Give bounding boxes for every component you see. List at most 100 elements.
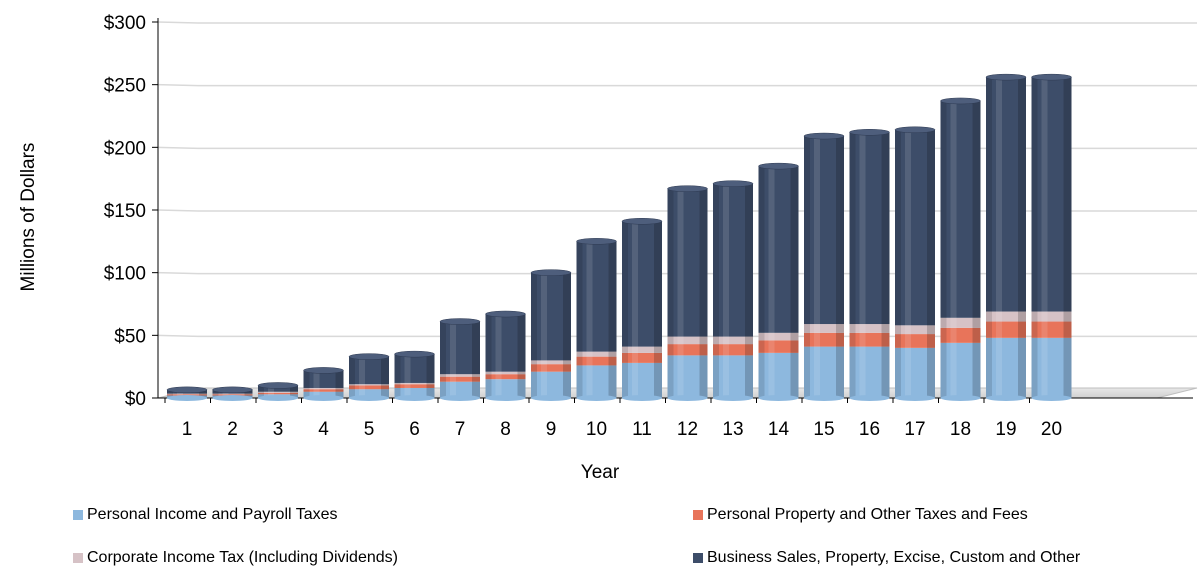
x-tick-label: 7 [455,419,466,440]
bar-highlight [632,221,638,398]
y-tick-label: $250 [104,76,146,97]
bar-segment [895,334,935,348]
bar-segment [1031,321,1072,338]
bar-segment [940,317,981,328]
bar-segment [804,332,844,347]
x-tick-label: 20 [1041,419,1062,440]
bar-cap [530,269,572,276]
bar-cap [576,238,617,245]
bar-shade-right [608,241,617,398]
bar-cap [712,180,754,187]
bar-stack [212,386,253,401]
bar-segment [531,364,571,372]
bar-cap [166,386,208,394]
bar-segment [258,392,298,395]
bar-cap [212,386,253,394]
bar-shade-left [485,314,492,398]
bar-segment [713,344,753,356]
bar-cap [348,353,390,360]
bar-shade-right [244,389,253,398]
bar-segment [940,100,981,318]
bar-cap [849,129,890,136]
bar-base [349,395,389,401]
bar-segment [394,387,435,398]
bar-shade-left [440,321,446,398]
bar-segment [804,324,844,333]
x-tick-label: 17 [904,419,925,440]
x-tick-label: 1 [182,419,193,440]
bar-segment [895,129,935,326]
bar-highlight [814,136,820,398]
bar-highlight [723,183,729,398]
bars [166,73,1072,401]
bar-shade-left [895,129,901,398]
bar-shade-left [667,188,674,398]
bar-segment [667,344,708,356]
bar-segment [622,346,662,353]
bar-segment [713,355,753,398]
bar-shade-left [758,166,765,398]
bar-shade-right [472,321,480,398]
bar-base [622,395,662,401]
bar-segment [394,382,435,385]
bar-shade-right [563,272,571,398]
bar-segment [394,354,435,383]
bar-segment [303,370,344,388]
bar-highlight [495,314,502,398]
bar-segment [986,337,1026,398]
bar-base [849,395,890,401]
bar-segment [349,385,389,390]
x-tick-label: 9 [546,419,557,440]
bar-segment [849,346,890,398]
bar-segment [258,391,298,393]
bar-base [986,395,1026,401]
x-tick-label: 6 [409,419,420,440]
bar-segment [303,391,344,398]
bar-shade-left [258,385,264,398]
bar-segment [440,381,480,398]
bar-cap [803,132,845,140]
bar-highlight [268,385,274,398]
bar-shade-right [517,314,526,398]
bar-shade-right [972,100,981,399]
bar-cap [940,97,981,105]
bar-segment [849,132,890,325]
bar-segment [531,371,571,398]
bar-cap [758,162,799,170]
bar-shade-right [381,356,389,398]
y-tick-label: $200 [104,138,146,159]
bar-highlight [222,389,229,398]
bar-cap [303,367,344,374]
bar-highlight [313,370,320,398]
bar-stack [485,310,526,401]
bar-segment [986,311,1026,322]
bar-segment [1031,337,1072,398]
bar-segment [576,241,617,352]
bar-stack [621,218,663,401]
bar-segment [758,166,799,333]
bar-segment [713,336,753,345]
bar-shade-right [199,389,207,398]
bar-segment [713,183,753,337]
bar-shade-right [790,166,799,398]
bar-stack [166,386,208,401]
bar-segment [758,352,799,398]
bar-segment [485,379,526,398]
bar-shade-left [576,241,583,398]
bar-segment [167,394,207,396]
bar-stack [257,382,299,401]
bar-base [394,395,435,401]
bar-highlight [677,188,684,398]
bar-shade-right [1063,77,1072,398]
bar-segment [531,272,571,361]
x-tick-label: 2 [227,419,238,440]
bar-shade-left [303,370,310,398]
x-tick-label: 14 [768,419,790,440]
bar-highlight [950,100,957,399]
x-tick-label: 5 [364,419,375,440]
bar-stack [849,129,890,401]
bar-base [531,395,571,401]
bar-segment [485,314,526,372]
bar-shade-left [804,136,810,398]
